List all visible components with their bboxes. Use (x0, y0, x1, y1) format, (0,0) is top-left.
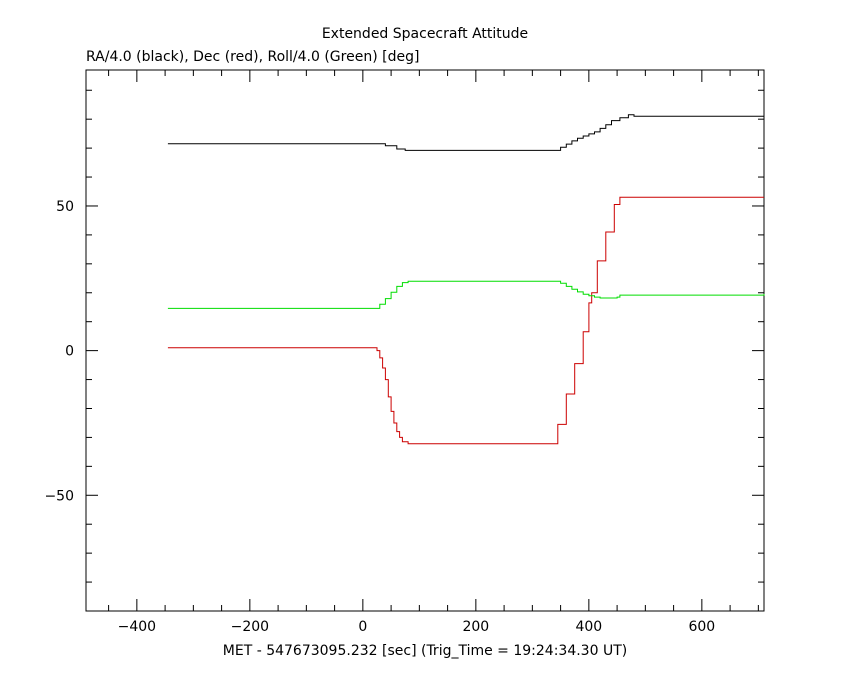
x-tick-label: 400 (575, 619, 602, 635)
x-axis-label: MET - 547673095.232 [sec] (Trig_Time = 1… (223, 643, 627, 659)
y-tick-label: 0 (65, 344, 74, 360)
x-tick-label: 200 (462, 619, 489, 635)
roll-series-line (167, 280, 765, 309)
series-layer (167, 114, 765, 445)
plot-frame (85, 69, 765, 612)
x-axis-ticks (108, 70, 759, 611)
ra-series-line (167, 114, 764, 151)
chart-subtitle: RA/4.0 (black), Dec (red), Roll/4.0 (Gre… (86, 49, 419, 65)
x-tick-label: −200 (231, 619, 269, 635)
y-tick-label: 50 (56, 199, 74, 215)
chart-title: Extended Spacecraft Attitude (322, 26, 528, 42)
x-axis-tick-labels: −400 −200 0 200 400 600 (118, 619, 716, 635)
y-axis-ticks (86, 89, 764, 612)
dec-series-line (167, 196, 764, 445)
x-tick-label: 600 (688, 619, 715, 635)
y-tick-label: −50 (44, 488, 74, 504)
x-tick-label: −400 (118, 619, 156, 635)
y-axis-tick-labels: −50 0 50 (44, 199, 74, 504)
x-tick-label: 0 (358, 619, 367, 635)
